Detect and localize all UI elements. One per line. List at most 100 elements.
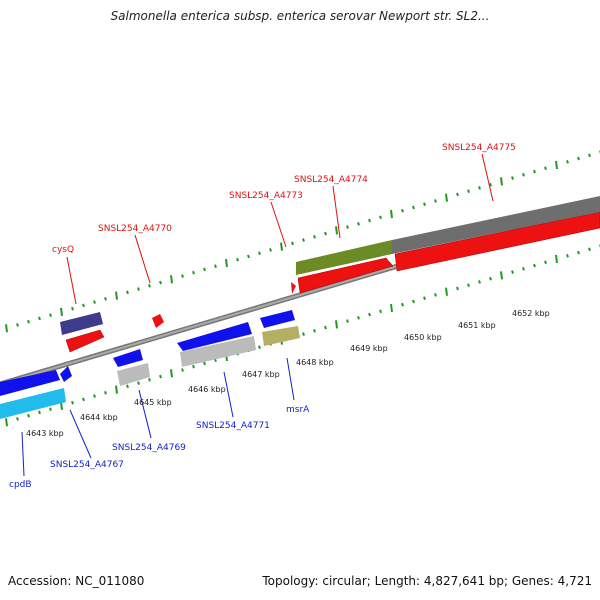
tick bbox=[82, 397, 85, 402]
gene-arrow-a4769[interactable] bbox=[113, 349, 143, 367]
label-a4775[interactable]: SNSL254_A4775 bbox=[442, 143, 516, 153]
tick bbox=[203, 267, 206, 272]
tick bbox=[379, 215, 382, 220]
label-a4769[interactable]: SNSL254_A4769 bbox=[112, 443, 186, 453]
tick bbox=[401, 208, 404, 213]
tick bbox=[478, 186, 481, 190]
forward-features bbox=[65, 211, 600, 353]
tick bbox=[544, 166, 547, 171]
map-title: Salmonella enterica subsp. enterica sero… bbox=[110, 9, 490, 23]
tick bbox=[412, 205, 415, 210]
tick bbox=[214, 264, 217, 269]
tick bbox=[170, 275, 173, 284]
label-msrA[interactable]: msrA bbox=[286, 405, 310, 415]
tick bbox=[511, 270, 514, 274]
tick bbox=[38, 410, 41, 415]
tick bbox=[456, 192, 459, 197]
tick bbox=[555, 254, 558, 264]
label-cysQ[interactable]: cysQ bbox=[52, 245, 74, 255]
gene-arrow-a4775[interactable] bbox=[394, 211, 600, 272]
tick bbox=[159, 374, 162, 379]
tick bbox=[390, 209, 393, 219]
accession-text: Accession: NC_011080 bbox=[8, 574, 145, 588]
tick bbox=[335, 320, 338, 329]
cog-bars-reverse bbox=[0, 326, 300, 419]
reverse-labels: cpdB SNSL254_A4767 SNSL254_A4769 SNSL254… bbox=[9, 405, 310, 490]
gene-block-a4771-cog bbox=[180, 336, 256, 367]
tick bbox=[456, 286, 459, 291]
tick bbox=[445, 287, 448, 296]
tick bbox=[423, 202, 426, 207]
tick bbox=[379, 309, 382, 314]
tick bbox=[5, 418, 8, 427]
gene-arrow-a4771[interactable] bbox=[177, 322, 252, 351]
label-a4773[interactable]: SNSL254_A4773 bbox=[229, 191, 303, 201]
gene-block-msrA-cog bbox=[262, 326, 300, 346]
label-a4767[interactable]: SNSL254_A4767 bbox=[50, 460, 124, 470]
tick bbox=[126, 290, 129, 295]
tick bbox=[324, 325, 327, 330]
tick bbox=[467, 283, 470, 287]
scale-label: 4649 kbp bbox=[350, 344, 388, 353]
gene-arrow-a4773[interactable] bbox=[297, 257, 394, 294]
tick bbox=[247, 254, 250, 259]
tick bbox=[104, 391, 107, 395]
tick bbox=[467, 189, 470, 193]
scale-label: 4643 kbp bbox=[26, 429, 64, 438]
tick bbox=[566, 159, 569, 164]
tick bbox=[104, 297, 107, 301]
scale-label: 4647 kbp bbox=[242, 370, 280, 379]
tick bbox=[489, 182, 492, 187]
tick bbox=[93, 394, 96, 398]
tick bbox=[27, 413, 30, 418]
label-leaders bbox=[21, 153, 494, 477]
label-cpdB[interactable]: cpdB bbox=[9, 480, 32, 490]
tick bbox=[115, 291, 118, 300]
tick bbox=[544, 260, 547, 265]
tick bbox=[5, 324, 8, 333]
tick bbox=[137, 381, 140, 385]
tick bbox=[137, 287, 140, 291]
tick bbox=[115, 385, 118, 394]
label-a4774[interactable]: SNSL254_A4774 bbox=[294, 175, 368, 185]
tick bbox=[434, 199, 437, 203]
tick bbox=[577, 156, 580, 161]
tick bbox=[588, 247, 591, 252]
tick bbox=[159, 280, 162, 285]
tick bbox=[357, 221, 360, 226]
tick-marks bbox=[5, 150, 600, 427]
tick bbox=[434, 293, 437, 297]
tick bbox=[181, 368, 184, 372]
forward-labels: cysQ SNSL254_A4770 SNSL254_A4773 SNSL254… bbox=[52, 143, 516, 255]
tick bbox=[478, 280, 481, 284]
gene-arrow-cpdB[interactable] bbox=[0, 370, 60, 396]
tick bbox=[555, 160, 558, 170]
gene-arrow-a4767[interactable] bbox=[60, 366, 72, 382]
tick bbox=[225, 258, 228, 268]
reverse-features bbox=[0, 310, 295, 396]
gene-block-a4773-cog bbox=[296, 240, 392, 275]
tick bbox=[258, 345, 261, 349]
tick bbox=[93, 300, 96, 304]
tick bbox=[203, 361, 206, 366]
tick bbox=[533, 169, 536, 174]
tick bbox=[313, 329, 316, 333]
tick bbox=[181, 274, 184, 278]
tick bbox=[500, 177, 503, 186]
tick bbox=[148, 377, 151, 382]
gene-block-cpdB-cog bbox=[0, 388, 66, 419]
tick bbox=[346, 225, 349, 229]
label-a4771[interactable]: SNSL254_A4771 bbox=[196, 421, 270, 431]
tick bbox=[324, 231, 327, 236]
gene-arrow-a4770[interactable] bbox=[152, 314, 164, 328]
gene-arrow-msrA[interactable] bbox=[260, 310, 295, 328]
label-a4770[interactable]: SNSL254_A4770 bbox=[98, 224, 172, 234]
tick bbox=[38, 316, 41, 321]
cog-bars-forward bbox=[60, 196, 600, 335]
tick bbox=[313, 235, 316, 239]
gene-arrow-cysQ[interactable] bbox=[65, 329, 105, 353]
tick bbox=[302, 238, 305, 242]
tick bbox=[148, 283, 151, 288]
gene-arrow-a4772[interactable] bbox=[291, 282, 296, 294]
